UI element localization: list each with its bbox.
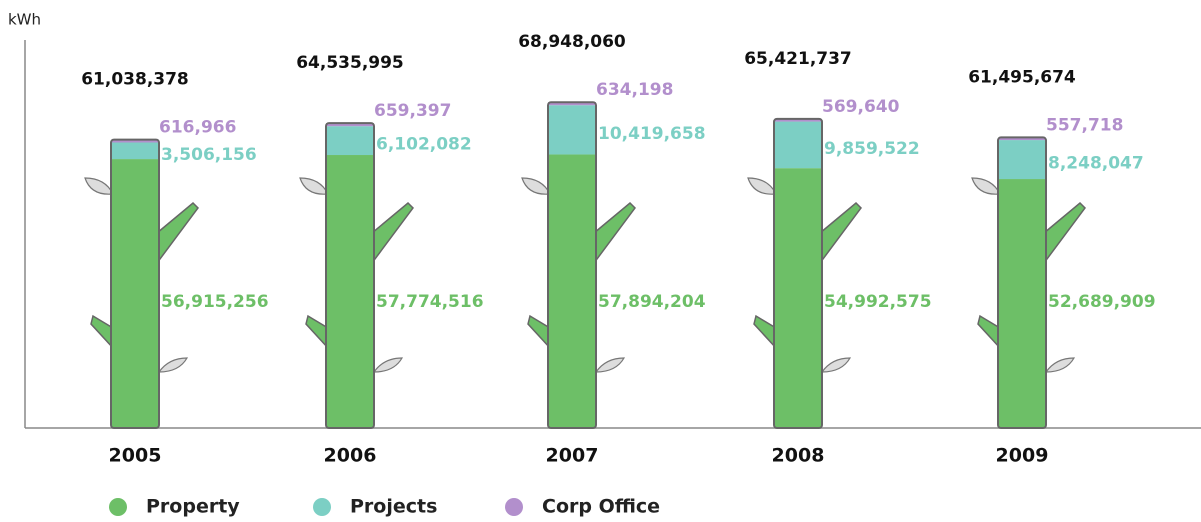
- leaf: [372, 357, 404, 373]
- x-tick-label: 2008: [772, 445, 825, 467]
- trunk-outline: [547, 101, 597, 429]
- branch: [371, 201, 414, 266]
- leaf: [820, 357, 852, 373]
- leaf: [84, 177, 114, 195]
- legend-label: Corp Office: [542, 496, 660, 518]
- value-label: 634,198: [596, 80, 673, 100]
- value-label: 9,859,522: [824, 139, 920, 159]
- branch: [753, 314, 777, 350]
- leaf: [1044, 357, 1076, 373]
- branch: [527, 314, 551, 350]
- value-label: 56,915,256: [161, 292, 269, 312]
- bar-segment: [111, 139, 159, 143]
- total-label: 68,948,060: [518, 32, 626, 52]
- bar-segment: [774, 121, 822, 169]
- bar-segment: [548, 105, 596, 155]
- legend-marker: [313, 498, 331, 516]
- branch: [90, 314, 114, 350]
- branch: [156, 201, 199, 266]
- leaf: [971, 177, 1001, 195]
- bar-segment: [998, 179, 1046, 428]
- leaf: [521, 177, 551, 195]
- leaf: [747, 177, 777, 195]
- leaf: [594, 357, 626, 373]
- trunk-outline: [110, 138, 160, 429]
- total-label: 61,495,674: [968, 67, 1076, 87]
- total-label: 65,421,737: [744, 49, 852, 69]
- bar-segment: [111, 142, 159, 160]
- value-label: 659,397: [374, 101, 451, 121]
- value-label: 616,966: [159, 118, 236, 138]
- value-label: 8,248,047: [1048, 154, 1144, 174]
- value-label: 57,894,204: [598, 292, 706, 312]
- value-label: 10,419,658: [598, 124, 706, 144]
- branch: [819, 201, 862, 266]
- bar-segment: [998, 137, 1046, 141]
- total-label: 64,535,995: [296, 53, 404, 73]
- value-label: 54,992,575: [824, 292, 932, 312]
- legend-marker: [109, 498, 127, 516]
- bar-segment: [774, 118, 822, 122]
- trunk-outline: [997, 136, 1047, 429]
- bar-segment: [111, 159, 159, 428]
- value-label: 557,718: [1046, 115, 1123, 135]
- branch: [305, 314, 329, 350]
- y-axis-label: kWh: [8, 11, 41, 29]
- value-label: 6,102,082: [376, 135, 472, 155]
- trunk-outline: [773, 117, 823, 429]
- branch: [593, 201, 636, 266]
- bar-segment: [774, 168, 822, 428]
- x-tick-label: 2005: [109, 445, 162, 467]
- x-tick-label: 2007: [546, 445, 599, 467]
- branch: [977, 314, 1001, 350]
- branch: [1043, 201, 1086, 266]
- bar-segment: [326, 126, 374, 156]
- leaf: [299, 177, 329, 195]
- bar-segment: [326, 123, 374, 127]
- value-label: 57,774,516: [376, 292, 484, 312]
- legend-marker: [505, 498, 523, 516]
- bar-segment: [998, 140, 1046, 180]
- bar-segment: [548, 154, 596, 428]
- total-label: 61,038,378: [81, 70, 189, 90]
- bar-segment: [326, 155, 374, 428]
- x-tick-label: 2006: [324, 445, 377, 467]
- legend-label: Projects: [350, 496, 437, 518]
- value-label: 569,640: [822, 97, 900, 117]
- value-label: 3,506,156: [161, 145, 257, 165]
- legend-label: Property: [146, 496, 240, 518]
- trunk-outline: [325, 122, 375, 430]
- x-tick-label: 2009: [996, 445, 1049, 467]
- bar-segment: [548, 102, 596, 106]
- leaf: [157, 357, 189, 373]
- value-label: 52,689,909: [1048, 292, 1156, 312]
